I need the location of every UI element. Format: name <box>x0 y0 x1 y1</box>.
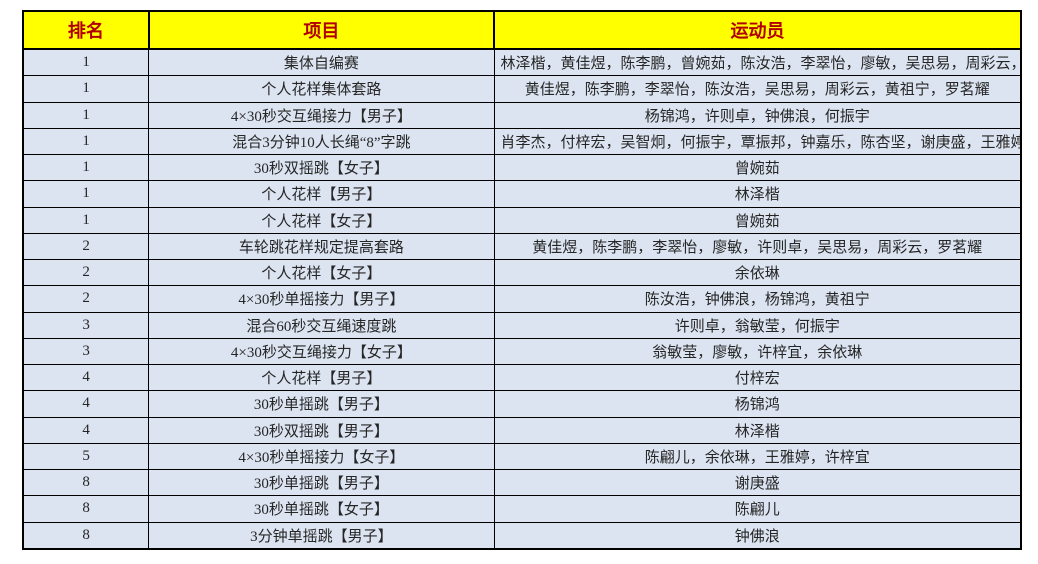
event-cell: 3分钟单摇跳【男子】 <box>148 521 495 550</box>
rank-cell: 1 <box>22 206 150 234</box>
table-row: 5 4×30秒单摇接力【女子】 陈翩儿，余依琳，王雅婷，许梓宜 <box>22 442 1022 471</box>
event-cell: 车轮跳花样规定提高套路 <box>148 232 495 261</box>
event-cell: 集体自编赛 <box>148 48 495 77</box>
col-header-athletes: 运动员 <box>493 10 1022 50</box>
event-cell: 混合60秒交互绳速度跳 <box>148 311 495 339</box>
rank-cell: 4 <box>22 416 150 444</box>
table-row: 4 30秒单摇跳【男子】 杨锦鸿 <box>22 390 1022 418</box>
athletes-cell: 杨锦鸿 <box>493 390 1022 418</box>
rank-cell: 8 <box>22 495 150 523</box>
athletes-cell: 肖李杰，付梓宏，吴智炯，何振宇，覃振邦，钟嘉乐，陈杏坚，谢庚盛，王雅婷，黄祖宁 <box>493 127 1022 156</box>
event-cell: 30秒单摇跳【女子】 <box>148 495 495 523</box>
athletes-cell: 谢庚盛 <box>493 469 1022 497</box>
col-header-rank: 排名 <box>22 10 150 50</box>
athletes-cell: 黄佳煜，陈李鹏，李翠怡，廖敏，许则卓，吴思易，周彩云，罗茗耀 <box>493 232 1022 261</box>
table-row: 1 混合3分钟10人长绳“8”字跳 肖李杰，付梓宏，吴智炯，何振宇，覃振邦，钟嘉… <box>22 127 1022 156</box>
athletes-cell: 余依琳 <box>493 259 1022 287</box>
rank-cell: 4 <box>22 364 150 392</box>
table-row: 4 30秒双摇跳【男子】 林泽楷 <box>22 416 1022 444</box>
table-row: 1 个人花样集体套路 黄佳煜，陈李鹏，李翠怡，陈汝浩，吴思易，周彩云，黄祖宁，罗… <box>22 75 1022 103</box>
rank-cell: 1 <box>22 180 150 208</box>
athletes-cell: 付梓宏 <box>493 364 1022 392</box>
table-row: 2 个人花样【女子】 余依琳 <box>22 259 1022 287</box>
event-cell: 4×30秒单摇接力【女子】 <box>148 442 495 471</box>
athletes-cell: 翁敏莹，廖敏，许梓宜，余依琳 <box>493 337 1022 366</box>
athletes-cell: 林泽楷 <box>493 180 1022 208</box>
athletes-cell: 曾婉茹 <box>493 206 1022 234</box>
athletes-cell: 陈汝浩，钟佛浪，杨锦鸿，黄祖宁 <box>493 285 1022 313</box>
table-row: 2 车轮跳花样规定提高套路 黄佳煜，陈李鹏，李翠怡，廖敏，许则卓，吴思易，周彩云… <box>22 232 1022 261</box>
event-cell: 30秒双摇跳【女子】 <box>148 154 495 182</box>
rank-cell: 1 <box>22 75 150 103</box>
table-row: 2 4×30秒单摇接力【男子】 陈汝浩，钟佛浪，杨锦鸿，黄祖宁 <box>22 285 1022 313</box>
table-row: 1 个人花样【女子】 曾婉茹 <box>22 206 1022 234</box>
event-cell: 30秒单摇跳【男子】 <box>148 469 495 497</box>
rank-cell: 1 <box>22 101 150 129</box>
rank-cell: 1 <box>22 127 150 156</box>
event-cell: 个人花样【男子】 <box>148 364 495 392</box>
event-cell: 30秒单摇跳【男子】 <box>148 390 495 418</box>
rank-cell: 4 <box>22 390 150 418</box>
table-row: 8 3分钟单摇跳【男子】 钟佛浪 <box>22 521 1022 550</box>
rank-cell: 2 <box>22 259 150 287</box>
athletes-cell: 黄佳煜，陈李鹏，李翠怡，陈汝浩，吴思易，周彩云，黄祖宁，罗茗耀 <box>493 75 1022 103</box>
rank-cell: 3 <box>22 337 150 366</box>
rank-cell: 5 <box>22 442 150 471</box>
event-cell: 4×30秒交互绳接力【男子】 <box>148 101 495 129</box>
athletes-cell: 许则卓，翁敏莹，何振宇 <box>493 311 1022 339</box>
competition-results-table: 排名 项目 运动员 1 集体自编赛 林泽楷，黄佳煜，陈李鹏，曾婉茹，陈汝浩，李翠… <box>22 10 1022 550</box>
athletes-cell: 杨锦鸿，许则卓，钟佛浪，何振宇 <box>493 101 1022 129</box>
event-cell: 个人花样【女子】 <box>148 259 495 287</box>
athletes-cell: 钟佛浪 <box>493 521 1022 550</box>
event-cell: 个人花样集体套路 <box>148 75 495 103</box>
table-row: 3 4×30秒交互绳接力【女子】 翁敏莹，廖敏，许梓宜，余依琳 <box>22 337 1022 366</box>
rank-cell: 8 <box>22 469 150 497</box>
col-header-event: 项目 <box>147 10 496 50</box>
rank-cell: 2 <box>22 285 150 313</box>
table-row: 8 30秒单摇跳【男子】 谢庚盛 <box>22 469 1022 497</box>
rank-cell: 8 <box>22 521 150 550</box>
table-row: 8 30秒单摇跳【女子】 陈翩儿 <box>22 495 1022 523</box>
table-row: 1 30秒双摇跳【女子】 曾婉茹 <box>22 154 1022 182</box>
athletes-cell: 陈翩儿，余依琳，王雅婷，许梓宜 <box>493 442 1022 471</box>
event-cell: 30秒双摇跳【男子】 <box>148 416 495 444</box>
athletes-cell: 曾婉茹 <box>493 154 1022 182</box>
table-row: 1 4×30秒交互绳接力【男子】 杨锦鸿，许则卓，钟佛浪，何振宇 <box>22 101 1022 129</box>
event-cell: 4×30秒交互绳接力【女子】 <box>148 337 495 366</box>
athletes-cell: 林泽楷 <box>493 416 1022 444</box>
results-tbody: 1 集体自编赛 林泽楷，黄佳煜，陈李鹏，曾婉茹，陈汝浩，李翠怡，廖敏，吴思易，周… <box>22 48 1022 550</box>
event-cell: 4×30秒单摇接力【男子】 <box>148 285 495 313</box>
table-header-row: 排名 项目 运动员 <box>22 10 1022 50</box>
athletes-cell: 陈翩儿 <box>493 495 1022 523</box>
event-cell: 混合3分钟10人长绳“8”字跳 <box>148 127 495 156</box>
rank-cell: 1 <box>22 48 150 77</box>
event-cell: 个人花样【男子】 <box>148 180 495 208</box>
table-row: 4 个人花样【男子】 付梓宏 <box>22 364 1022 392</box>
table-row: 1 个人花样【男子】 林泽楷 <box>22 180 1022 208</box>
athletes-cell: 林泽楷，黄佳煜，陈李鹏，曾婉茹，陈汝浩，李翠怡，廖敏，吴思易，周彩云，罗茗耀 <box>493 48 1022 77</box>
event-cell: 个人花样【女子】 <box>148 206 495 234</box>
rank-cell: 3 <box>22 311 150 339</box>
rank-cell: 2 <box>22 232 150 261</box>
rank-cell: 1 <box>22 154 150 182</box>
table-row: 3 混合60秒交互绳速度跳 许则卓，翁敏莹，何振宇 <box>22 311 1022 339</box>
table-row: 1 集体自编赛 林泽楷，黄佳煜，陈李鹏，曾婉茹，陈汝浩，李翠怡，廖敏，吴思易，周… <box>22 48 1022 77</box>
